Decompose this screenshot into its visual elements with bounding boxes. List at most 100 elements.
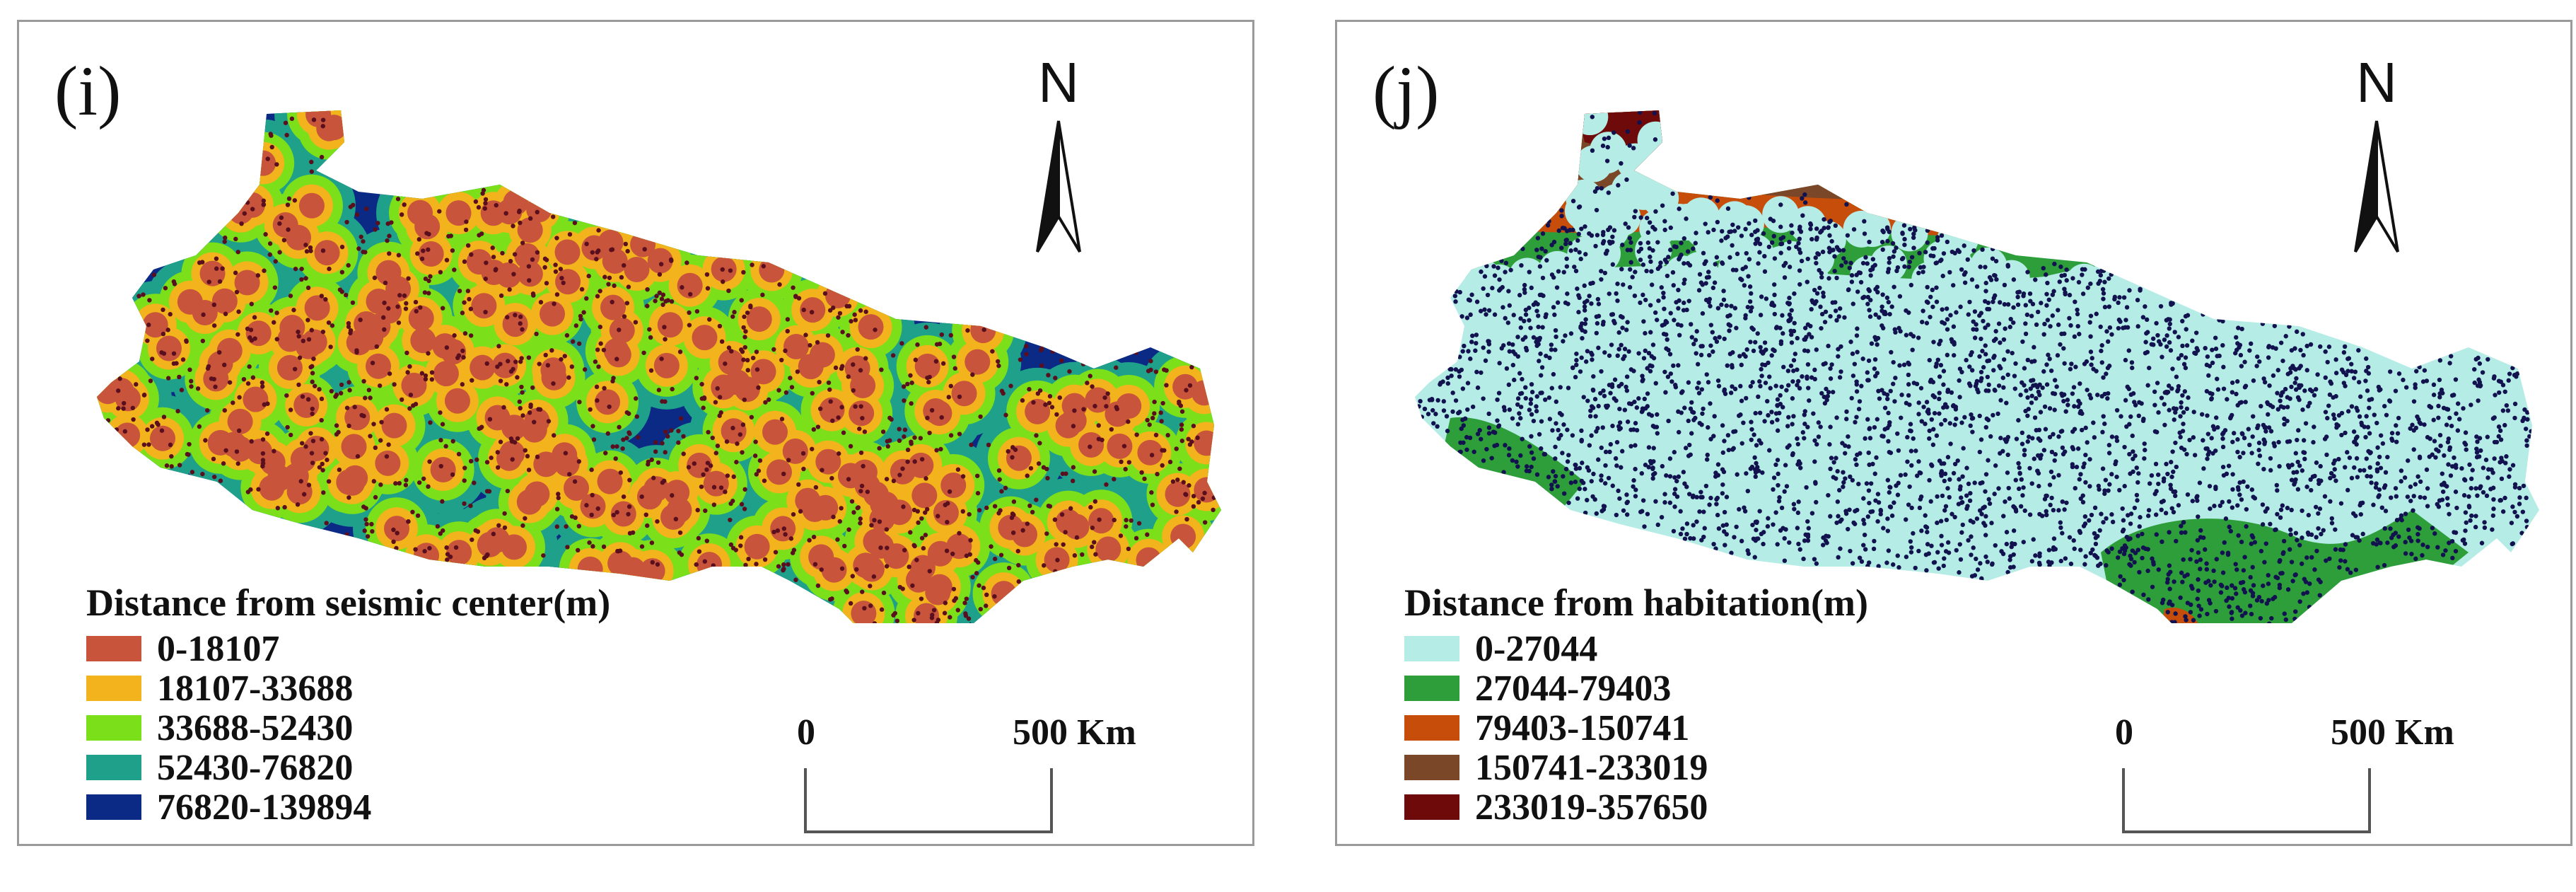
seismic-point <box>520 241 525 245</box>
habitation-point <box>2350 533 2355 538</box>
habitation-point <box>2251 535 2256 540</box>
habitation-point <box>1703 297 1709 303</box>
habitation-point <box>1427 398 1433 402</box>
habitation-point <box>1507 446 1512 451</box>
habitation-point <box>2162 402 2167 407</box>
seismic-point <box>658 262 664 267</box>
habitation-point <box>1546 395 1552 400</box>
habitation-point <box>1607 291 1612 296</box>
seismic-point <box>947 489 952 494</box>
habitation-point <box>2024 312 2030 318</box>
habitation-point <box>2062 286 2067 291</box>
habitation-point <box>1783 463 1788 468</box>
seismic-point <box>868 603 873 608</box>
seismic-point <box>419 371 425 376</box>
seismic-point <box>752 453 758 458</box>
seismic-point <box>265 156 270 161</box>
habitation-point <box>2278 515 2283 520</box>
habitation-point <box>1561 474 1566 479</box>
seismic-point <box>952 366 957 371</box>
seismic-point <box>130 405 136 410</box>
seismic-point <box>428 420 433 425</box>
seismic-point <box>943 601 948 606</box>
seismic-point <box>951 586 957 591</box>
habitation-point <box>2036 484 2041 489</box>
habitation-point <box>2436 415 2441 420</box>
habitation-point <box>2045 318 2051 323</box>
seismic-point <box>317 465 322 470</box>
habitation-point <box>1667 352 1673 357</box>
seismic-point <box>1030 509 1035 515</box>
habitation-point <box>1579 226 1584 231</box>
habitation-point <box>2235 605 2240 610</box>
habitation-point <box>1855 326 1860 331</box>
habitation-point <box>2121 577 2126 583</box>
habitation-point <box>1565 459 1570 464</box>
seismic-point <box>923 325 928 330</box>
habitation-point <box>2462 440 2467 446</box>
seismic-point <box>211 302 217 308</box>
legend-item: 18107-33688 <box>86 668 610 709</box>
seismic-point <box>269 308 274 313</box>
seismic-point <box>645 303 650 308</box>
seismic-point <box>717 323 723 329</box>
habitation-point <box>1566 500 1571 505</box>
habitation-point <box>1619 342 1624 348</box>
seismic-point <box>115 388 121 393</box>
seismic-point <box>274 311 279 315</box>
habitation-point <box>1744 395 1749 401</box>
habitation-point <box>1867 308 1872 313</box>
seismic-point <box>520 390 525 395</box>
habitation-point <box>2250 593 2256 598</box>
habitation-point <box>1991 299 1995 304</box>
seismic-point <box>614 444 619 449</box>
habitation-point <box>1860 260 1866 266</box>
seismic-point <box>753 439 758 444</box>
habitation-point <box>2322 494 2328 499</box>
seismic-point <box>214 256 219 261</box>
seismic-point <box>837 519 842 524</box>
habitation-point <box>1787 301 1792 307</box>
habitation-point <box>2510 366 2515 371</box>
habitation-point <box>2005 302 2011 307</box>
habitation-point <box>1855 349 1860 354</box>
habitation-point <box>2181 410 2186 415</box>
habitation-point <box>1900 231 1905 236</box>
habitation-point <box>2409 551 2414 557</box>
habitation-point <box>2343 559 2348 564</box>
seismic-point <box>598 341 603 346</box>
habitation-point <box>1927 477 1932 483</box>
habitation-point <box>2268 456 2273 461</box>
habitation-point <box>1681 470 1686 475</box>
habitation-point <box>1506 453 1512 458</box>
seismic-point <box>337 467 342 473</box>
habitation-point <box>1975 387 1980 392</box>
habitation-point <box>1797 386 1802 391</box>
seismic-point <box>414 308 419 314</box>
habitation-point <box>1983 280 1988 286</box>
seismic-point <box>606 282 611 286</box>
seismic-point <box>203 438 208 443</box>
habitation-point <box>2445 439 2451 445</box>
seismic-point <box>855 505 860 511</box>
habitation-point <box>2128 521 2133 526</box>
seismic-point <box>970 372 975 377</box>
seismic-point <box>852 312 857 317</box>
habitation-point <box>1942 461 1947 466</box>
seismic-point <box>627 431 632 436</box>
seismic-point <box>531 293 536 298</box>
habitation-point <box>1929 462 1934 468</box>
habitation-point <box>1484 263 1489 269</box>
habitation-point <box>1790 379 1795 384</box>
seismic-point <box>846 332 851 338</box>
seismic-point <box>857 427 862 431</box>
seismic-point <box>423 276 429 282</box>
seismic-point <box>305 285 311 291</box>
seismic-point <box>371 479 376 484</box>
habitation-point <box>1440 379 1445 384</box>
habitation-point <box>1703 221 1708 226</box>
seismic-point <box>771 529 776 535</box>
habitation-point <box>1826 276 1831 281</box>
habitation-point <box>2307 581 2312 586</box>
habitation-point <box>1775 397 1781 402</box>
